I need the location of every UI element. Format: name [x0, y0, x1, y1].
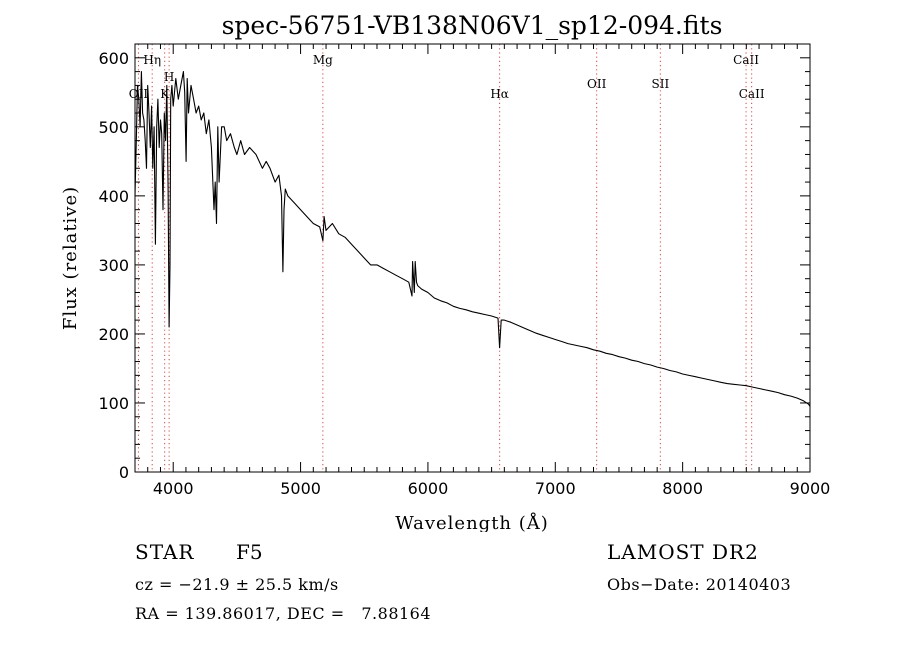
observation-date: Obs−Date: 20140403: [607, 575, 792, 594]
coordinates-readout: RA = 139.86017, DEC = 7.88164: [135, 604, 432, 623]
plot-frame: [134, 43, 811, 473]
y-tick-label: 100: [98, 394, 129, 413]
y-tick-label: 600: [98, 49, 129, 68]
spectral-line-label: H: [164, 70, 174, 84]
spectral-line-label: K: [160, 87, 170, 101]
x-tick-label: 6000: [408, 479, 449, 498]
x-tick-label: 7000: [535, 479, 576, 498]
chart-title: spec-56751-VB138N06V1_sp12-094.fits: [222, 11, 723, 40]
spectral-class: F5: [236, 540, 263, 564]
spectral-line-label: CaII: [739, 87, 765, 101]
y-axis-label: Flux (relative): [60, 186, 81, 330]
x-tick-label: 4000: [153, 479, 194, 498]
y-tick-label: 500: [98, 118, 129, 137]
spectral-line-label: Hη: [143, 53, 161, 67]
y-tick-label: 400: [98, 187, 129, 206]
x-tick-label: 9000: [790, 479, 831, 498]
y-tick-label: 300: [98, 256, 129, 275]
axes: [134, 43, 811, 473]
spectral-line-label: OII: [587, 77, 607, 91]
spectral-line-label: Hα: [490, 87, 509, 101]
chart-text: spec-56751-VB138N06V1_sp12-094.fits Wave…: [60, 11, 830, 532]
x-tick-label: 8000: [662, 479, 703, 498]
y-tick-label: 200: [98, 325, 129, 344]
x-tick-label: 5000: [280, 479, 321, 498]
spectral-line-label: SII: [652, 77, 670, 91]
survey-name: LAMOST DR2: [607, 540, 759, 564]
series-layer: [134, 71, 811, 407]
flux-series-line: [134, 71, 811, 407]
spectral-line-label: Mg: [313, 53, 333, 67]
redshift-readout: cz = −21.9 ± 25.5 km/s: [135, 575, 339, 594]
y-tick-label: 0: [119, 463, 129, 482]
spectral-line-label: CaII: [733, 53, 759, 67]
x-axis-label: Wavelength (Å): [395, 512, 549, 532]
object-type: STAR: [135, 540, 195, 564]
